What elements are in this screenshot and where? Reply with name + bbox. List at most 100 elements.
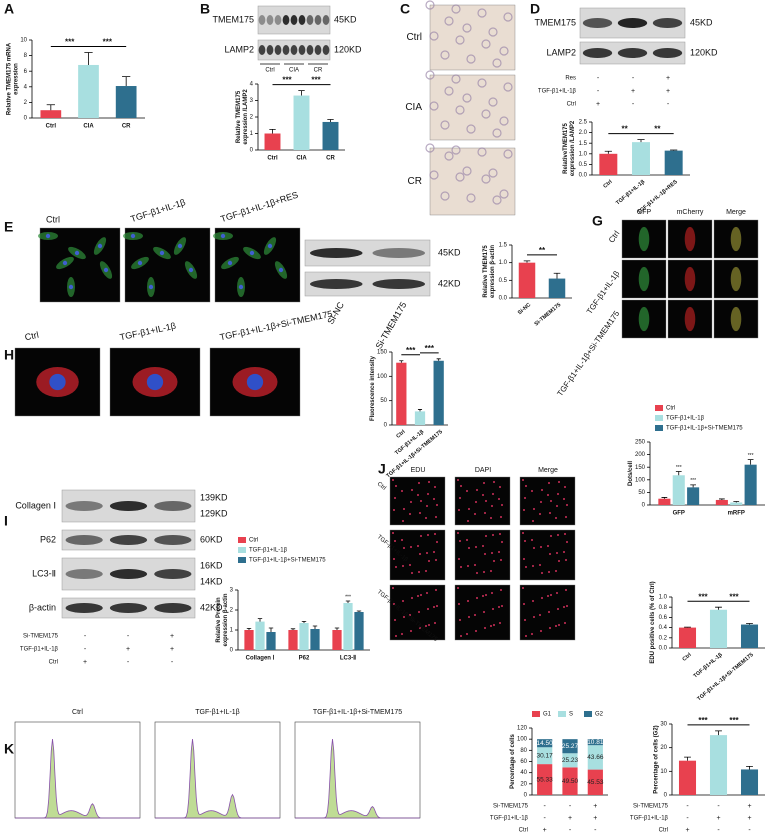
tissue-spot bbox=[440, 191, 450, 201]
nucleus-dot bbox=[564, 622, 566, 624]
nucleus-dot bbox=[532, 600, 534, 602]
nucleus-dot bbox=[457, 532, 459, 534]
nucleus-dot bbox=[522, 587, 524, 589]
nucleus-dot bbox=[458, 558, 460, 560]
y-tick-label: 2.5 bbox=[579, 120, 588, 126]
legend-label: TGF-β1+IL-1β bbox=[666, 416, 705, 422]
nucleus-dot bbox=[393, 509, 395, 511]
condition-sign: - bbox=[171, 659, 174, 666]
nucleus bbox=[103, 267, 109, 273]
x-tick-label: CR bbox=[122, 124, 131, 130]
nucleus-dot bbox=[475, 546, 477, 548]
nucleus-dot bbox=[434, 533, 436, 535]
error-bar bbox=[684, 626, 691, 628]
condition-sign: + bbox=[747, 815, 751, 822]
nucleus-dot bbox=[419, 512, 421, 514]
y-tick-label: 20 bbox=[660, 745, 667, 751]
nucleus-dot bbox=[459, 497, 461, 499]
significance-label: *** bbox=[729, 716, 739, 725]
blot-band bbox=[258, 15, 266, 25]
blot-band bbox=[372, 248, 425, 258]
x-tick-label: TGF-β1+IL-1β bbox=[615, 179, 647, 207]
blot-band bbox=[65, 535, 103, 545]
column-label: EDU bbox=[411, 467, 426, 474]
bar bbox=[343, 603, 353, 650]
tissue-spot bbox=[425, 0, 435, 10]
significance-label: *** bbox=[748, 453, 754, 459]
nucleus-dot bbox=[557, 608, 559, 610]
nucleus-dot bbox=[564, 486, 566, 488]
blot-size: 42KD bbox=[200, 602, 223, 612]
y-tick-label: 100 bbox=[377, 374, 388, 380]
x-tick-label: Ctrl bbox=[682, 652, 693, 663]
blot-size: 14KD bbox=[200, 576, 223, 586]
x-tick-label: CR bbox=[326, 156, 335, 162]
condition-label: Res bbox=[565, 76, 576, 82]
condition-sign: + bbox=[593, 803, 597, 810]
y-axis-label: expression bbox=[13, 63, 19, 95]
tissue-spot bbox=[466, 193, 476, 203]
nucleus-dot bbox=[402, 565, 404, 567]
nucleus-dot bbox=[433, 606, 435, 608]
condition-label: TGF-β1+IL-1β bbox=[538, 89, 577, 95]
y-tick-label: 0.0 bbox=[499, 296, 508, 302]
bar bbox=[354, 612, 364, 650]
flow-histogram bbox=[295, 738, 420, 819]
nucleus bbox=[267, 243, 273, 249]
y-tick-label: 0 bbox=[384, 423, 388, 429]
value-label: 45.53 bbox=[587, 779, 604, 786]
nucleus-dot bbox=[484, 512, 486, 514]
nucleus-dot bbox=[427, 493, 429, 495]
bar-segment bbox=[562, 767, 578, 795]
cell bbox=[684, 306, 696, 332]
x-tick-label: Ctrl bbox=[267, 156, 278, 162]
significance-label: *** bbox=[690, 478, 696, 484]
tissue-spot bbox=[503, 82, 513, 92]
error-bar bbox=[312, 625, 318, 629]
nucleus-dot bbox=[409, 513, 411, 515]
x-tick-label: Si-NC bbox=[517, 302, 532, 316]
nucleus bbox=[227, 260, 233, 266]
blot-label: P62 bbox=[40, 534, 56, 544]
legend-label: Ctrl bbox=[249, 538, 258, 544]
panel-letter: E bbox=[4, 219, 13, 235]
value-label: 49.50 bbox=[562, 778, 579, 785]
micrograph bbox=[519, 529, 576, 581]
nucleus-dot bbox=[524, 540, 526, 542]
y-axis-label: Fluorescence intensity bbox=[370, 355, 376, 421]
nucleus-dot bbox=[565, 559, 567, 561]
bar bbox=[433, 360, 444, 425]
blot-label: β-actin bbox=[29, 602, 56, 612]
nucleus-dot bbox=[531, 539, 533, 541]
y-axis-label: EDU positive cells (% of Ctrl) bbox=[650, 581, 656, 663]
error-bar bbox=[257, 618, 263, 622]
nucleus-dot bbox=[539, 564, 541, 566]
legend-label: Ctrl bbox=[666, 406, 675, 412]
tissue-spot bbox=[503, 12, 513, 22]
nucleus-dot bbox=[418, 571, 420, 573]
blot-band bbox=[314, 45, 322, 55]
blot-size: 42KD bbox=[438, 278, 461, 288]
condition-sign: - bbox=[84, 633, 87, 640]
condition-sign: - bbox=[717, 827, 720, 834]
tissue-spot bbox=[477, 147, 487, 157]
tissue-spot bbox=[466, 54, 476, 64]
nucleus-dot bbox=[541, 597, 543, 599]
legend-label: TGF-β1+IL-1β bbox=[249, 548, 288, 554]
nucleus-dot bbox=[548, 571, 550, 573]
nucleus-dot bbox=[466, 539, 468, 541]
nucleus-dot bbox=[402, 600, 404, 602]
nucleus-dot bbox=[395, 566, 397, 568]
nucleus-dot bbox=[555, 570, 557, 572]
tissue-spot bbox=[462, 93, 472, 103]
y-axis-label: Relative TMEM175 bbox=[236, 90, 242, 143]
y-axis-label: Relative TMEM175 mRNA bbox=[6, 42, 12, 115]
nucleus-dot bbox=[540, 501, 542, 503]
nucleus-dot bbox=[491, 505, 493, 507]
nucleus-dot bbox=[522, 532, 524, 534]
nucleus-dot bbox=[417, 595, 419, 597]
nucleus-dot bbox=[460, 485, 462, 487]
x-tick-label: CIA bbox=[83, 124, 94, 130]
nucleus-dot bbox=[550, 500, 552, 502]
